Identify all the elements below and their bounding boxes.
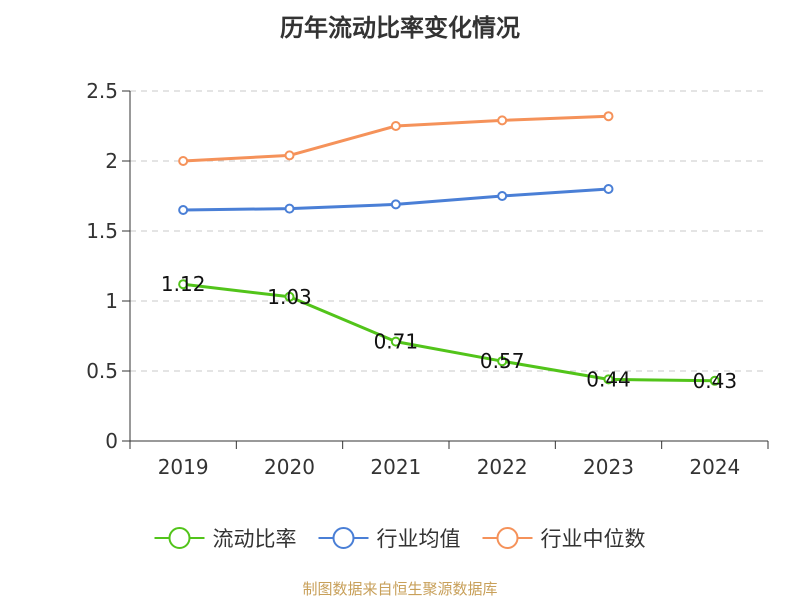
- legend-marker: [496, 527, 519, 549]
- chart-title: 历年流动比率变化情况: [280, 14, 520, 42]
- series-point: [178, 205, 189, 215]
- series-point: [603, 184, 614, 194]
- x-tick-label: 2021: [370, 455, 421, 479]
- series-point: [497, 191, 508, 201]
- series-point: [178, 156, 189, 166]
- series-point: [178, 279, 189, 290]
- y-tick-label: 1: [105, 289, 118, 313]
- data-label: 1.03: [267, 285, 312, 309]
- x-tick-label: 2022: [477, 455, 528, 479]
- data-label: 1.12: [161, 272, 206, 296]
- legend-label: 行业均值: [377, 527, 461, 551]
- series-point: [603, 374, 614, 385]
- data-label: 0.57: [480, 349, 525, 373]
- series-point: [390, 121, 401, 131]
- series-point: [284, 150, 295, 161]
- x-tick-label: 2023: [583, 455, 634, 479]
- legend-marker: [332, 527, 355, 549]
- series-point: [497, 356, 508, 367]
- x-tick-label: 2019: [158, 455, 209, 479]
- series-point: [390, 199, 401, 210]
- data-label: 0.71: [374, 330, 419, 354]
- series-point: [603, 111, 614, 122]
- y-tick-label: 2: [105, 149, 118, 173]
- data-label: 0.43: [693, 369, 738, 393]
- data-label: 0.44: [586, 367, 631, 391]
- legend-marker: [168, 527, 191, 549]
- legend-label: 流动比率: [213, 527, 297, 551]
- x-tick-label: 2024: [689, 455, 740, 479]
- series-point: [284, 203, 295, 214]
- series-point: [390, 336, 401, 347]
- series-point: [497, 115, 508, 126]
- legend-label: 行业中位数: [541, 527, 646, 551]
- y-tick-label: 0.5: [86, 359, 118, 383]
- y-tick-label: 1.5: [86, 219, 118, 243]
- data-source-note: 制图数据来自恒生聚源数据库: [302, 580, 498, 598]
- series-line-0: [182, 282, 715, 383]
- y-tick-label: 2.5: [86, 79, 118, 103]
- series-point: [709, 375, 720, 386]
- x-tick-label: 2020: [264, 455, 315, 479]
- series-point: [284, 291, 295, 302]
- y-tick-label: 0: [105, 429, 118, 453]
